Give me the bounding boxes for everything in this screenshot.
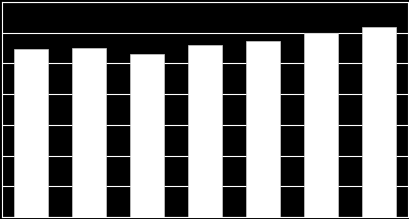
Bar bbox=[245, 41, 280, 217]
Bar bbox=[72, 48, 106, 217]
Bar bbox=[187, 45, 222, 217]
Bar bbox=[361, 27, 396, 217]
Bar bbox=[129, 54, 164, 217]
Bar bbox=[303, 33, 337, 217]
Bar bbox=[13, 49, 48, 217]
